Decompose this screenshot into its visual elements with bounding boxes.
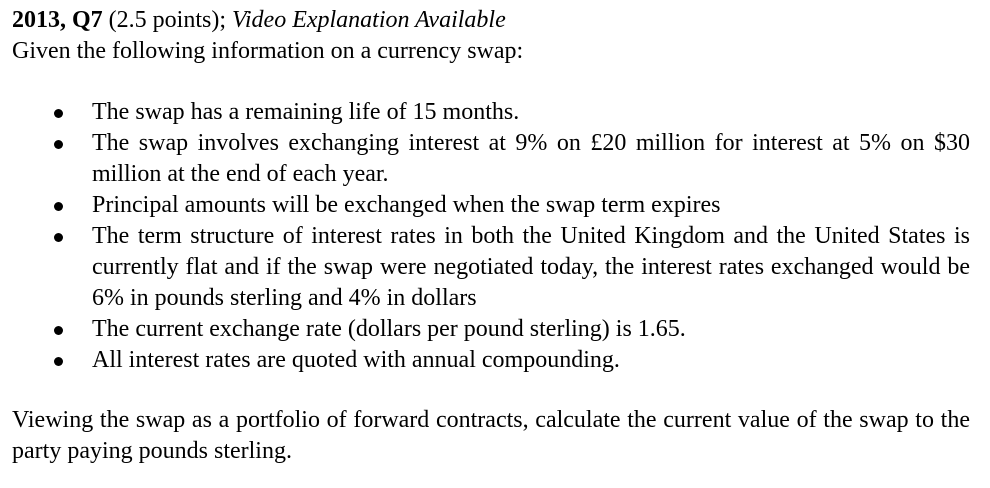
document: 2013, Q7 (2.5 points); Video Explanation… — [12, 5, 970, 467]
list-item: The term structure of interest rates in … — [12, 221, 970, 314]
video-note: Video Explanation Available — [232, 7, 506, 33]
bullet-list: The swap has a remaining life of 15 mont… — [12, 97, 970, 376]
list-item: The swap involves exchanging interest at… — [12, 128, 970, 190]
question-prompt: Viewing the swap as a portfolio of forwa… — [12, 407, 970, 464]
bullet-text: Principal amounts will be exchanged when… — [92, 192, 721, 218]
intro-text: Given the following information on a cur… — [12, 38, 524, 64]
bullet-text: The term structure of interest rates in … — [92, 223, 970, 311]
list-item: The current exchange rate (dollars per p… — [12, 314, 970, 345]
question-points: (2.5 points); — [102, 7, 232, 33]
bullet-text: The swap involves exchanging interest at… — [92, 130, 970, 187]
bullet-text: The swap has a remaining life of 15 mont… — [92, 99, 520, 125]
bullet-icon — [54, 326, 63, 335]
question-id: 2013, Q7 — [12, 7, 103, 33]
list-item: All interest rates are quoted with annua… — [12, 345, 970, 376]
list-item: The swap has a remaining life of 15 mont… — [12, 97, 970, 128]
bullet-icon — [54, 202, 63, 211]
bullet-icon — [54, 140, 63, 149]
question-heading: 2013, Q7 (2.5 points); Video Explanation… — [12, 5, 970, 36]
bullet-icon — [54, 357, 63, 366]
list-item: Principal amounts will be exchanged when… — [12, 190, 970, 221]
bullet-icon — [54, 233, 63, 242]
bullet-text: The current exchange rate (dollars per p… — [92, 316, 686, 342]
bullet-icon — [54, 109, 63, 118]
bullet-text: All interest rates are quoted with annua… — [92, 347, 620, 373]
